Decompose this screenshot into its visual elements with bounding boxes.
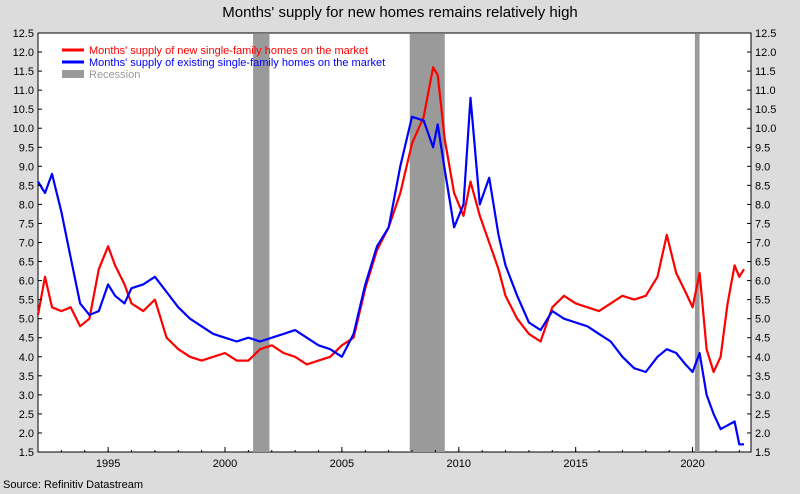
- y-tick-label: 5.0: [755, 314, 770, 326]
- y-tick-label: 3.5: [19, 371, 34, 383]
- legend-label: Months' supply of existing single-family…: [89, 57, 385, 69]
- y-tick-label: 10.5: [755, 104, 776, 116]
- y-tick-label: 5.0: [19, 314, 34, 326]
- y-tick-label: 10.5: [13, 104, 34, 116]
- y-tick-label: 4.5: [19, 333, 34, 345]
- x-tick-label: 1995: [96, 458, 120, 470]
- y-tick-label: 4.0: [755, 352, 770, 364]
- y-tick-label: 6.0: [19, 276, 34, 288]
- y-tick-label: 8.5: [19, 180, 34, 192]
- y-tick-label: 11.0: [755, 85, 776, 97]
- source-note: Source: Refinitiv Datastream: [3, 479, 143, 491]
- y-tick-label: 2.0: [755, 428, 770, 440]
- y-tick-label: 4.5: [755, 333, 770, 345]
- x-tick-label: 2020: [680, 458, 704, 470]
- y-tick-label: 7.0: [755, 238, 770, 250]
- x-axis: 1995 2000 2005 2010 2015 2020: [37, 447, 740, 470]
- y-tick-label: 6.5: [19, 257, 34, 269]
- series-line-new-homes: [36, 66, 745, 374]
- legend-label: Recession: [89, 69, 140, 81]
- y-tick-label: 9.5: [755, 142, 770, 154]
- y-tick-label: 12.0: [755, 47, 776, 59]
- y-tick-label: 10.0: [755, 123, 776, 135]
- y-tick-label: 6.0: [755, 276, 770, 288]
- chart-title: Months' supply for new homes remains rel…: [222, 4, 578, 21]
- recession-band: [253, 34, 270, 452]
- y-axis-right: 1.5 2.0 2.5 3.0 3.5 4.0 4.5 5.0 5.5 6.0 6.5 7.0 7.5 8…: [747, 28, 776, 459]
- y-tick-label: 9.0: [19, 161, 34, 173]
- legend-label: Months' supply of new single-family home…: [89, 45, 368, 57]
- y-tick-label: 1.5: [755, 447, 770, 459]
- y-tick-label: 8.0: [755, 199, 770, 211]
- legend: Months' supply of new single-family home…: [62, 45, 385, 81]
- y-tick-label: 8.5: [755, 180, 770, 192]
- y-tick-label: 8.0: [19, 199, 34, 211]
- y-tick-label: 7.5: [19, 218, 34, 230]
- y-tick-label: 5.5: [755, 295, 770, 307]
- y-tick-label: 6.5: [755, 257, 770, 269]
- x-tick-label: 2015: [563, 458, 587, 470]
- x-tick-label: 2010: [447, 458, 471, 470]
- recession-band: [694, 34, 700, 452]
- y-tick-label: 3.0: [755, 390, 770, 402]
- y-tick-label: 3.5: [755, 371, 770, 383]
- y-tick-label: 2.5: [755, 409, 770, 421]
- y-tick-label: 1.5: [19, 447, 34, 459]
- y-tick-label: 12.5: [755, 28, 776, 40]
- y-axis-left: 1.5 2.0 2.5 3.0 3.5 4.0 4.5 5.0 5.5 6.0 6.5 7.0 7.5 8…: [13, 28, 42, 459]
- y-tick-label: 11.5: [13, 66, 34, 78]
- y-tick-label: 7.0: [19, 238, 34, 250]
- y-tick-label: 9.5: [19, 142, 34, 154]
- y-tick-label: 7.5: [755, 218, 770, 230]
- x-tick-label: 2005: [330, 458, 354, 470]
- y-tick-label: 4.0: [19, 352, 34, 364]
- series-line-existing-homes: [37, 96, 744, 446]
- plot-area: [37, 32, 752, 453]
- y-tick-label: 11.0: [13, 85, 34, 97]
- legend-swatch: [62, 70, 84, 78]
- y-tick-label: 3.0: [19, 390, 34, 402]
- y-tick-label: 12.0: [13, 47, 34, 59]
- y-tick-label: 2.5: [19, 409, 34, 421]
- y-tick-label: 12.5: [13, 28, 34, 40]
- y-tick-label: 5.5: [19, 295, 34, 307]
- y-tick-label: 10.0: [13, 123, 34, 135]
- x-tick-label: 2000: [213, 458, 237, 470]
- y-tick-label: 11.5: [755, 66, 776, 78]
- y-tick-label: 9.0: [755, 161, 770, 173]
- series-lines: [36, 66, 745, 446]
- y-tick-label: 2.0: [19, 428, 34, 440]
